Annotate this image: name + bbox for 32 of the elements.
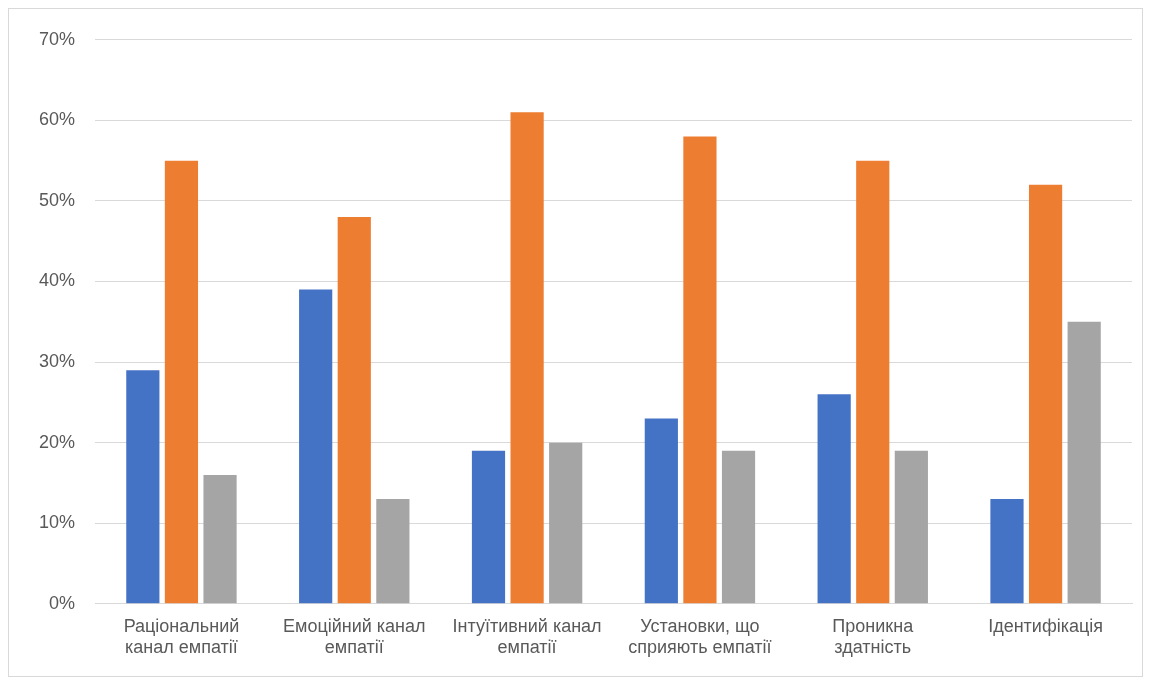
bar xyxy=(164,160,199,604)
bar xyxy=(376,499,410,604)
bar xyxy=(990,499,1024,604)
y-tick-label: 40% xyxy=(39,270,76,291)
x-tick-label: Раціональний канал емпатії xyxy=(123,615,240,658)
y-tick-label: 50% xyxy=(39,189,76,210)
bar xyxy=(1067,321,1101,604)
bar xyxy=(644,418,678,604)
bar xyxy=(817,394,851,604)
y-tick-label: 60% xyxy=(39,109,76,130)
bar xyxy=(1028,184,1063,604)
bar xyxy=(337,217,371,604)
x-tick-label: Ідентифікація xyxy=(988,615,1104,636)
bar xyxy=(203,474,237,604)
bar xyxy=(894,450,928,604)
bar xyxy=(549,442,583,604)
bar xyxy=(683,136,717,604)
bar xyxy=(299,289,333,604)
x-tick-label: Установки, що сприяють емпатії xyxy=(628,615,772,658)
y-tick-label: 30% xyxy=(39,351,76,372)
y-tick-label: 10% xyxy=(39,512,76,533)
y-tick-label: 20% xyxy=(39,431,76,452)
bar xyxy=(856,160,890,604)
bar xyxy=(471,450,506,604)
x-tick-label: Емоційний канал емпатії xyxy=(283,615,426,658)
x-tick-label: Проникна здатність xyxy=(832,615,915,658)
bar xyxy=(510,112,544,604)
bar xyxy=(721,450,756,604)
x-tick-label: Інтуїтивний канал емпатії xyxy=(452,615,602,658)
bar xyxy=(126,370,160,604)
y-tick-label: 0% xyxy=(49,592,76,613)
y-tick-label: 70% xyxy=(39,28,76,49)
